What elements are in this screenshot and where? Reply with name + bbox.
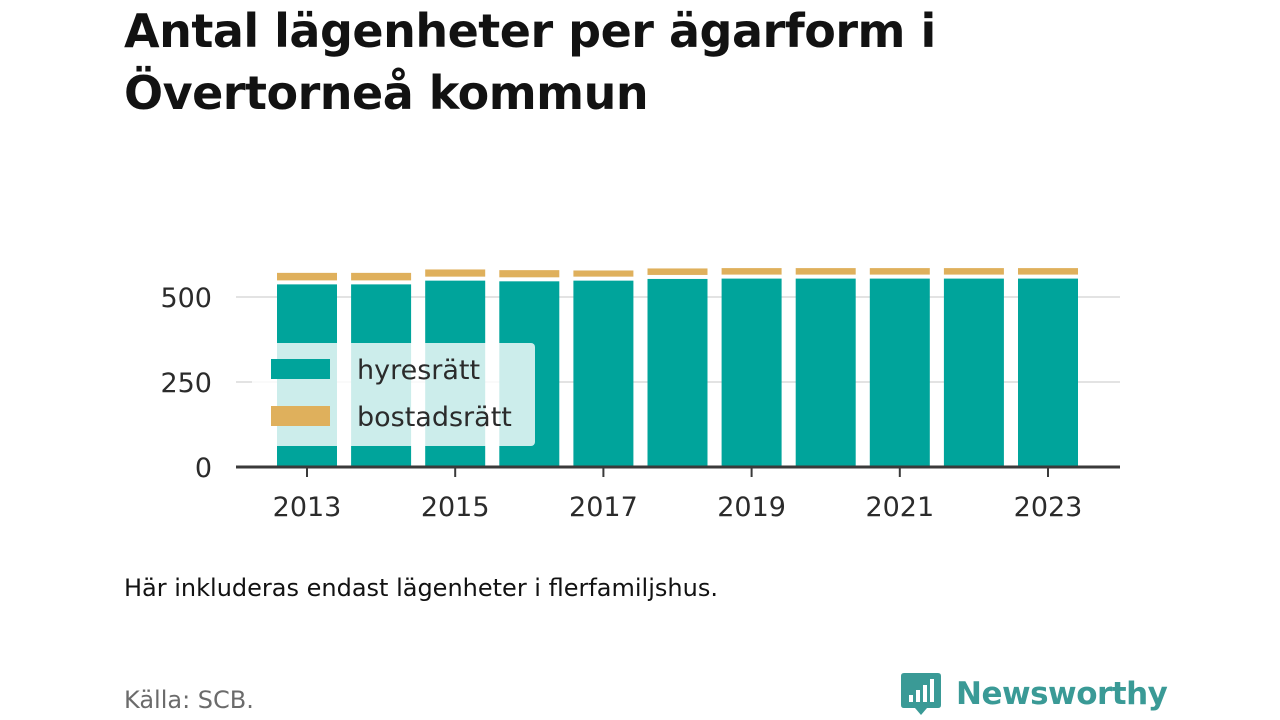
source-text: Källa: SCB. — [124, 686, 254, 714]
legend-swatch-bostadsratt — [271, 406, 330, 426]
newsworthy-logo-icon — [901, 673, 941, 715]
axes: 0 250 500 2013 2015 2017 2019 2021 2023 — [160, 283, 1120, 523]
x-tick-label: 2013 — [273, 492, 342, 523]
brand-logo[interactable]: Newsworthy — [900, 670, 1168, 718]
bar-bostadsratt — [1018, 268, 1078, 275]
brand-name: Newsworthy — [956, 676, 1168, 712]
bar-bostadsratt — [869, 268, 930, 275]
x-tick-label: 2019 — [717, 492, 786, 523]
bar-bostadsratt — [943, 268, 1004, 275]
x-tick-label: 2015 — [421, 492, 490, 523]
bar-hyresratt — [1018, 278, 1078, 467]
bar-bostadsratt — [647, 268, 708, 275]
bar-bostadsratt — [425, 269, 486, 277]
bar-hyresratt — [869, 278, 930, 467]
bar-hyresratt — [943, 278, 1004, 467]
bar-bostadsratt — [721, 268, 782, 275]
x-tick-label: 2021 — [865, 492, 934, 523]
y-tick-label: 250 — [160, 368, 212, 399]
bar-hyresratt — [573, 280, 634, 467]
bar-bostadsratt — [277, 272, 337, 281]
bar-hyresratt — [647, 278, 708, 467]
legend-swatch-hyresratt — [271, 359, 330, 379]
bar-bostadsratt — [573, 270, 634, 277]
chart-note: Här inkluderas endast lägenheter i flerf… — [124, 574, 718, 602]
x-tick-label: 2023 — [1014, 492, 1083, 523]
legend-label-hyresratt: hyresrätt — [357, 355, 480, 386]
legend-label-bostadsratt: bostadsrätt — [357, 402, 512, 433]
chart-title: Antal lägenheter per ägarform i Övertorn… — [124, 4, 936, 120]
bar-hyresratt — [721, 278, 782, 467]
bar-hyresratt — [795, 278, 856, 467]
bar-bostadsratt — [795, 268, 856, 275]
bar-bostadsratt — [499, 270, 560, 278]
bar-bostadsratt — [351, 272, 412, 281]
y-tick-label: 0 — [195, 453, 212, 484]
x-tick-label: 2017 — [569, 492, 638, 523]
y-tick-label: 500 — [160, 283, 212, 314]
legend[interactable]: hyresrätt bostadsrätt — [252, 343, 535, 446]
